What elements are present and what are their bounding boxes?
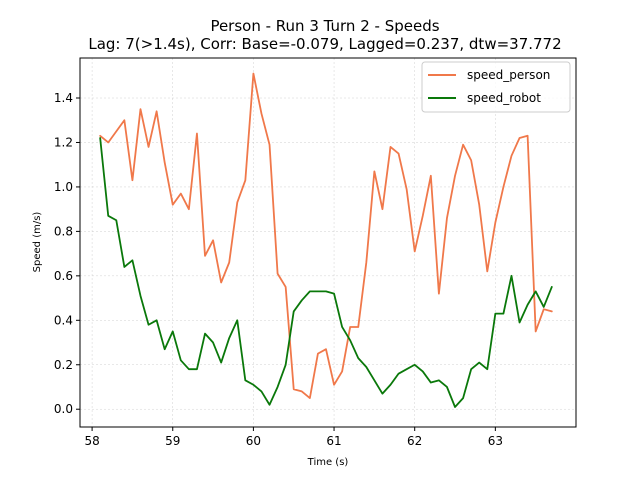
x-tick-label: 58 bbox=[84, 434, 99, 448]
y-tick-label: 0.4 bbox=[54, 313, 73, 327]
y-tick-label: 0.8 bbox=[54, 224, 73, 238]
y-tick-label: 0.0 bbox=[54, 402, 73, 416]
x-tick-label: 60 bbox=[246, 434, 261, 448]
legend-box bbox=[421, 61, 571, 113]
y-tick-label: 1.4 bbox=[54, 91, 73, 105]
y-axis-label: Speed (m/s) bbox=[32, 212, 43, 273]
x-tick-label: 62 bbox=[407, 434, 422, 448]
chart-title-line2: Lag: 7(>1.4s), Corr: Base=-0.079, Lagged… bbox=[88, 35, 561, 53]
legend: speed_person speed_robot bbox=[421, 61, 571, 113]
x-axis-ticks: 58 59 60 61 62 63 bbox=[84, 427, 503, 448]
series-line-speed-robot bbox=[99, 137, 553, 408]
x-tick-label: 63 bbox=[488, 434, 503, 448]
y-tick-label: 1.2 bbox=[54, 135, 73, 149]
x-axis-label: Time (s) bbox=[307, 457, 349, 468]
legend-label-speed-person: speed_person bbox=[467, 68, 550, 82]
y-tick-label: 0.6 bbox=[54, 269, 73, 283]
y-tick-label: 0.2 bbox=[54, 358, 73, 372]
series-line-speed-person bbox=[99, 72, 553, 400]
series-layer bbox=[99, 72, 553, 408]
y-tick-label: 1.0 bbox=[54, 180, 73, 194]
x-tick-label: 61 bbox=[326, 434, 341, 448]
x-tick-label: 59 bbox=[165, 434, 180, 448]
y-axis-ticks: 0.0 0.2 0.4 0.6 0.8 1.0 1.2 1.4 bbox=[54, 91, 80, 416]
plot-frame bbox=[79, 57, 577, 428]
chart-title-line1: Person - Run 3 Turn 2 - Speeds bbox=[210, 17, 439, 35]
legend-label-speed-robot: speed_robot bbox=[467, 91, 541, 105]
